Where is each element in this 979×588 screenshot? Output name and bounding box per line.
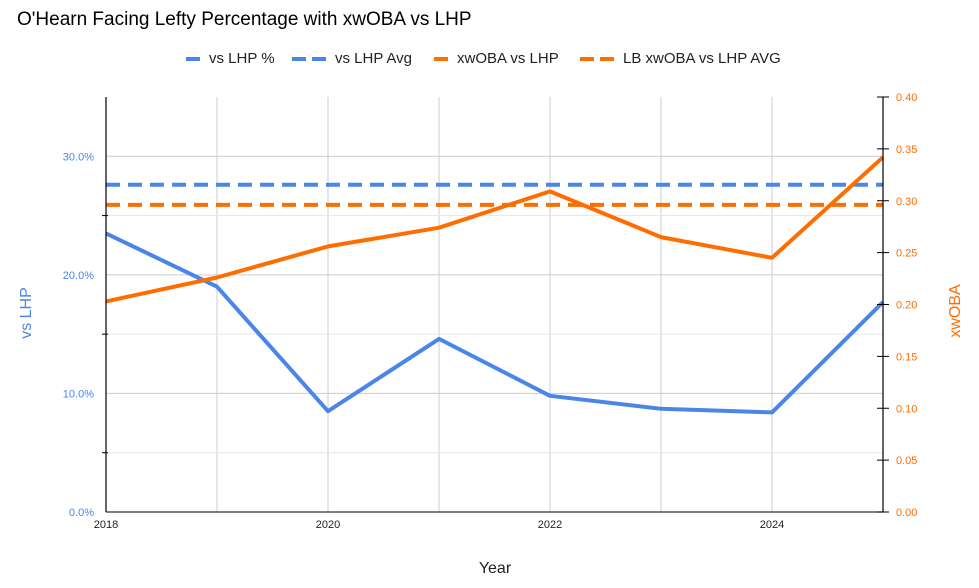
right-axis-tick-label: 0.35 [896,144,917,156]
series-lines [105,155,885,415]
legend-label: vs LHP % [209,50,275,67]
left-axis-tick-label: 20.0% [63,270,94,282]
x-axis-tick-label: 2024 [760,519,784,531]
right-axis-tick-label: 0.05 [896,455,917,467]
right-axis-tick-label: 0.20 [896,300,917,312]
chart-title: O'Hearn Facing Lefty Percentage with xwO… [17,9,472,30]
right-axis-tick-label: 0.30 [896,196,917,208]
legend-label: vs LHP Avg [335,50,412,67]
right-axis-tick-label: 0.10 [896,403,917,415]
series-line-xwoba-vs-lhp [105,155,885,304]
left-axis-tick-label: 30.0% [63,151,94,163]
left-axis-tick-label: 10.0% [63,388,94,400]
right-axis-tick-label: 0.25 [896,248,917,260]
legend-swatch-solid-blue [186,56,200,61]
x-axis-tick-label: 2018 [94,519,118,531]
right-axis-tick-label: 0.00 [896,507,917,519]
legend-label: LB xwOBA vs LHP AVG [623,50,781,67]
legend-swatch-dashed-blue [292,56,326,61]
legend-label: xwOBA vs LHP [457,50,559,67]
legend-item-vs-lhp-pct[interactable]: vs LHP % [186,50,275,67]
right-axis-title: xwOBA [947,284,964,338]
left-axis-title: vs LHP [18,287,35,339]
legend-item-vs-lhp-avg[interactable]: vs LHP Avg [292,50,412,67]
x-axis-tick-label: 2022 [538,519,562,531]
tick-labels: 0.0% 10.0% 20.0% 30.0% 0.00 0.05 0.10 0.15 0.20 0… [63,92,918,531]
legend-swatch-solid-orange [434,56,448,61]
right-axis-tick-label: 0.40 [896,92,917,104]
series-line-vs-lhp [105,231,885,415]
gridlines [106,97,883,512]
legend-item-xwoba-vs-lhp[interactable]: xwOBA vs LHP [434,50,559,67]
legend: vs LHP % vs LHP Avg xwOBA vs LHP LB xwOB… [0,50,979,72]
axes [102,96,889,513]
left-axis-tick-label: 0.0% [69,507,94,519]
legend-item-lb-xwoba-avg[interactable]: LB xwOBA vs LHP AVG [580,50,781,67]
right-axis-tick-label: 0.15 [896,351,917,363]
x-axis-tick-label: 2020 [316,519,340,531]
x-axis-title: Year [479,560,512,577]
legend-swatch-dashed-orange [580,56,614,61]
